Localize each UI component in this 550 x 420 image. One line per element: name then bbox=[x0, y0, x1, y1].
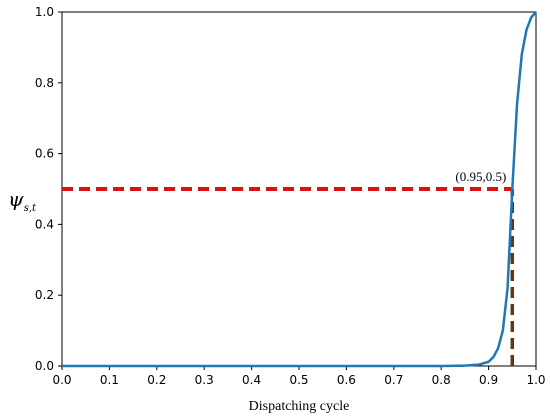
y-tick-label: 1.0 bbox=[35, 5, 54, 19]
x-axis-label: Dispatching cycle bbox=[249, 399, 350, 414]
x-tick-label: 0.6 bbox=[337, 373, 356, 387]
series-line bbox=[62, 11, 537, 368]
x-tick-label: 0.9 bbox=[479, 373, 498, 387]
x-tick-label: 0.0 bbox=[52, 373, 71, 387]
y-axis-label: ψs,t bbox=[8, 187, 37, 214]
x-tick-label: 0.3 bbox=[195, 373, 214, 387]
x-tick-label: 0.1 bbox=[100, 373, 119, 387]
y-axis-label-subscript: s,t bbox=[24, 203, 37, 214]
y-axis-label-main: ψ bbox=[8, 187, 24, 211]
point-annotation: (0.95,0.5) bbox=[455, 169, 506, 184]
y-tick-label: 0.0 bbox=[35, 359, 54, 373]
x-tick-label: 1.0 bbox=[526, 373, 545, 387]
x-tick-label: 0.8 bbox=[432, 373, 451, 387]
y-tick-label: 0.6 bbox=[35, 147, 54, 161]
y-tick-label: 0.8 bbox=[35, 76, 54, 90]
y-tick-label: 0.4 bbox=[35, 217, 54, 231]
x-tick-label: 0.5 bbox=[289, 373, 308, 387]
x-tick-label: 0.4 bbox=[242, 373, 261, 387]
x-tick-label: 0.7 bbox=[384, 373, 403, 387]
x-ticks: 0.0 0.1 0.2 0.3 0.4 0.5 0.6 0.7 0.8 0.9 1.0 bbox=[52, 366, 546, 387]
x-tick-label: 0.2 bbox=[147, 373, 166, 387]
y-tick-label: 0.2 bbox=[35, 288, 54, 302]
reference-lines bbox=[62, 187, 515, 366]
y-ticks: 0.0 0.2 0.4 0.6 0.8 1.0 bbox=[35, 5, 62, 373]
annotations: (0.95,0.5) bbox=[455, 169, 506, 184]
series-group bbox=[62, 11, 537, 368]
